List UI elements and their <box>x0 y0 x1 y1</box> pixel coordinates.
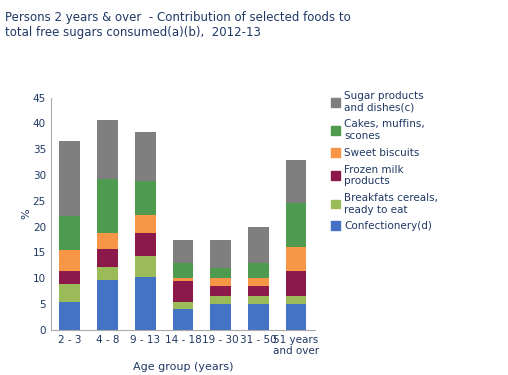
Bar <box>248 286 269 296</box>
Bar <box>210 286 231 296</box>
Bar <box>97 249 118 267</box>
Bar <box>173 309 193 330</box>
Bar <box>248 263 269 278</box>
Bar <box>173 281 193 302</box>
Legend: Sugar products
and dishes(c), Cakes, muffins,
scones, Sweet biscuits, Frozen mil: Sugar products and dishes(c), Cakes, muf… <box>331 91 438 231</box>
Bar <box>210 268 231 278</box>
Bar <box>97 267 118 280</box>
Bar <box>59 216 80 250</box>
Bar <box>135 233 155 256</box>
Bar <box>59 141 80 216</box>
Bar <box>135 215 155 233</box>
Bar <box>173 263 193 278</box>
Bar <box>59 250 80 271</box>
Bar <box>97 280 118 330</box>
Bar <box>97 233 118 249</box>
Bar <box>59 271 80 284</box>
Bar <box>59 302 80 330</box>
X-axis label: Age group (years): Age group (years) <box>133 362 233 372</box>
Bar <box>248 278 269 286</box>
Bar <box>135 277 155 330</box>
Text: Persons 2 years & over  - Contribution of selected foods to
total free sugars co: Persons 2 years & over - Contribution of… <box>5 11 351 39</box>
Bar <box>135 181 155 215</box>
Bar <box>285 304 306 330</box>
Bar <box>248 226 269 263</box>
Bar <box>173 278 193 281</box>
Bar <box>248 304 269 330</box>
Bar <box>135 132 155 181</box>
Bar <box>248 296 269 304</box>
Bar <box>97 179 118 233</box>
Bar <box>285 296 306 304</box>
Bar <box>210 304 231 330</box>
Bar <box>210 296 231 304</box>
Bar <box>285 203 306 248</box>
Bar <box>135 256 155 277</box>
Bar <box>210 278 231 286</box>
Bar <box>210 240 231 268</box>
Bar <box>173 240 193 263</box>
Bar <box>173 302 193 309</box>
Bar <box>97 120 118 179</box>
Bar <box>285 159 306 203</box>
Bar <box>59 284 80 302</box>
Bar <box>285 271 306 296</box>
Bar <box>285 248 306 271</box>
Y-axis label: %: % <box>21 209 31 219</box>
